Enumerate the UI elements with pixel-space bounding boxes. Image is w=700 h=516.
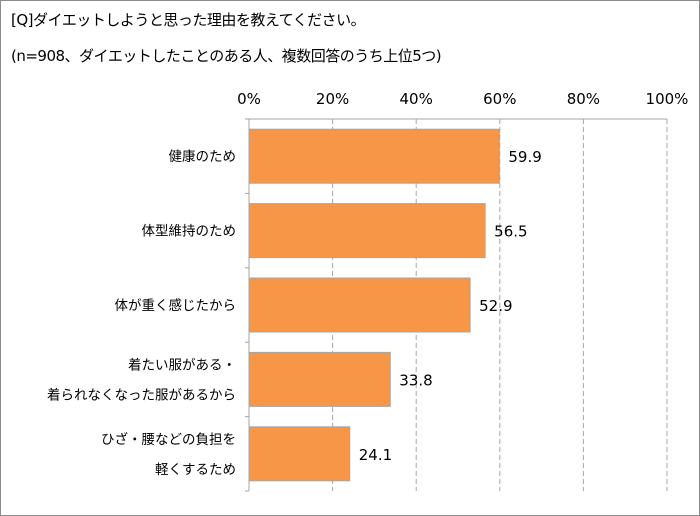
category-label: 着られなくなった服があるから <box>47 386 236 403</box>
bar <box>248 351 391 407</box>
x-tick-label: 60% <box>483 90 516 108</box>
data-label: 24.1 <box>359 446 392 464</box>
x-tick-label: 100% <box>646 90 689 108</box>
data-label: 56.5 <box>494 223 527 241</box>
bar <box>248 426 351 482</box>
x-tick-label: 20% <box>316 90 349 108</box>
category-label: 軽くするため <box>155 462 236 478</box>
bar <box>248 203 486 259</box>
category-label: 体が重く感じたから <box>115 297 237 314</box>
category-label: 健康のため <box>169 148 237 165</box>
data-label: 59.9 <box>508 148 541 166</box>
chart-title: [Q]ダイエットしようと思った理由を教えてください。 <box>11 11 366 29</box>
bar <box>248 128 500 184</box>
chart-subtitle: (n=908、ダイエットしたことのある人、複数回答のうち上位5つ) <box>11 47 442 65</box>
category-label: 着たい服がある・ <box>128 356 236 373</box>
category-label: ひざ・腰などの負担を <box>101 431 236 448</box>
data-label: 52.9 <box>479 297 512 315</box>
x-tick-label: 0% <box>237 90 261 108</box>
x-tick-label: 80% <box>567 90 600 108</box>
category-label: 体型維持のため <box>142 224 237 240</box>
bar <box>248 277 471 333</box>
data-label: 33.8 <box>399 371 432 389</box>
x-tick-label: 40% <box>400 90 433 108</box>
